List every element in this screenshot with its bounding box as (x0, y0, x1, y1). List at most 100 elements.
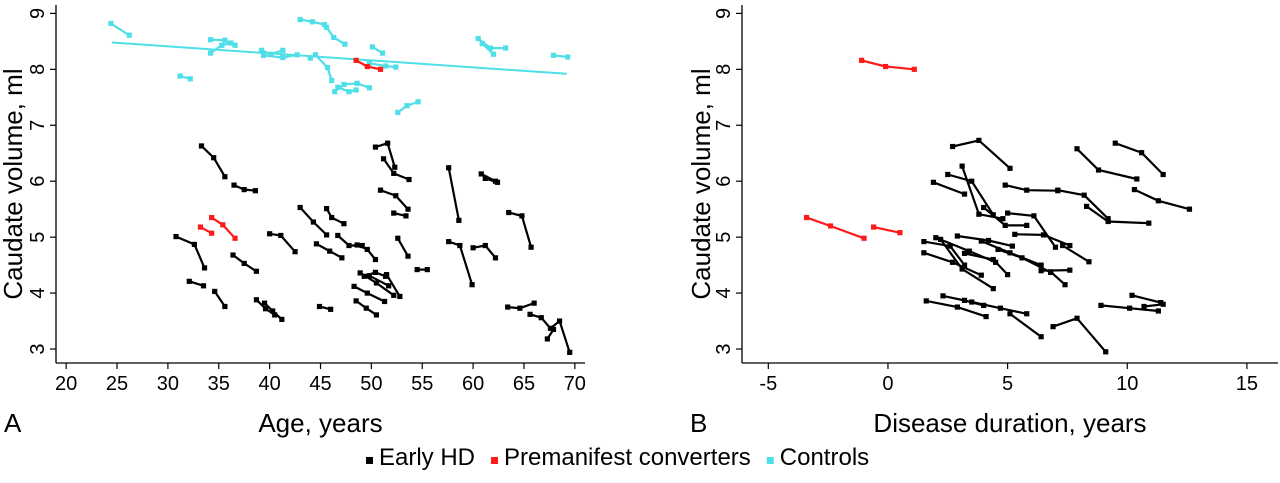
panel-a-premanifest-converters-subject-line (211, 216, 236, 240)
panel-a-controls-point (294, 52, 300, 58)
panel-a-early-hd-point (272, 312, 278, 318)
panel-a-controls-point (268, 51, 274, 57)
panel-a-early-hd-point (329, 214, 335, 221)
panel-b-premanifest-converters-point (804, 214, 810, 221)
panel-a-controls-point (108, 20, 114, 27)
panel-a-early-hd-point (364, 290, 370, 296)
panel-a-early-hd-point (316, 303, 323, 310)
panel-a-early-hd-point (222, 303, 228, 310)
panel-a-early-hd-subject-line (447, 167, 460, 221)
panel-b-premanifest-converters-point (827, 223, 834, 229)
panel-b-early-hd-point (978, 272, 984, 278)
panel-b-early-hd-point (961, 191, 968, 197)
panel-b-y-tick-label: 5 (713, 232, 735, 243)
panel-a-early-hd-point (341, 221, 347, 227)
panel-a-premanifest-converters-point (232, 235, 238, 241)
panel-a-early-hd-point (267, 231, 273, 237)
panel-b-early-hd-point (1007, 311, 1013, 317)
panel-b-early-hd-point (930, 179, 937, 185)
panel-a-controls-point (379, 50, 386, 56)
panel-a-controls-point (369, 44, 375, 50)
panel-b-early-hd-point (921, 250, 927, 256)
panel-b-x-tick-label: 0 (882, 373, 893, 395)
panel-b-early-hd-point (1074, 146, 1080, 152)
panel-a-controls-subject-line (369, 62, 396, 69)
panel-b-early-hd-point (1086, 259, 1092, 265)
panel-a-controls-point (325, 65, 331, 71)
panel-a-controls-point (232, 42, 238, 48)
legend-label-controls: Controls (780, 444, 869, 471)
panel-a-y-tick-label: 4 (27, 288, 49, 299)
panel-a-early-hd-point (372, 269, 379, 275)
panel-b-early-hd-point (1098, 302, 1104, 308)
panel-b-early-hd-subject-line (1085, 205, 1149, 225)
panel-a-early-hd-point (327, 248, 333, 254)
panel-a-early-hd-point (201, 265, 208, 271)
panel-b-early-hd-subject-line (1131, 294, 1162, 304)
panel-a-controls-point (395, 109, 401, 115)
panel-b-early-hd-subject-line (1041, 269, 1070, 272)
panel-b-premanifest-converters-point (861, 235, 867, 241)
panel-b-early-hd-point (1060, 242, 1066, 249)
panel-a-controls-point (487, 45, 493, 51)
panel-b-early-hd-point (959, 266, 965, 272)
panel-a-early-hd-point (270, 308, 276, 314)
panel-b-premanifest-converters-subject-line (806, 216, 865, 240)
panel-a-early-hd-point (392, 164, 398, 170)
panel-a-early-hd-point (198, 143, 205, 149)
panel-a-controls-point (219, 42, 225, 48)
panel-b-early-hd-point (1002, 182, 1008, 188)
panel-b-early-hd-subject-line (1004, 184, 1058, 192)
figure-legend: Early HD Premanifest converters Controls (366, 444, 869, 471)
panel-b-early-hd-point (990, 286, 996, 292)
panel-a-early-hd-point (391, 292, 397, 298)
panel-b-early-hd-point (990, 256, 996, 263)
panel-b-early-hd-point (1048, 269, 1054, 275)
panel-b-early-hd-subject-line (1076, 148, 1138, 181)
panel-b-early-hd-point (969, 299, 975, 305)
panel-a-early-hd-point (492, 255, 499, 261)
panel-b-early-hd-point (1012, 231, 1018, 237)
panel-a-controls-point (208, 50, 214, 56)
panel-b-early-hd-point (983, 313, 989, 320)
panel-b-early-hd-subject-line (1114, 142, 1164, 176)
panel-a-early-hd-point (212, 288, 218, 294)
panel-a-early-hd-point (328, 306, 334, 312)
panel-b-early-hd-point (1024, 222, 1030, 228)
panel-b-early-hd-point (1040, 232, 1047, 238)
panel-b-early-hd-point (1074, 315, 1080, 321)
panel-b-early-hd-subject-line (1062, 244, 1090, 263)
legend-label-early-hd: Early HD (379, 444, 475, 471)
panel-a-early-hd-point (494, 179, 501, 185)
panel-a-premanifest-converters-point (364, 63, 370, 70)
panel-a-early-hd-point (200, 283, 207, 289)
panel-a-early-hd-point (373, 280, 380, 286)
panel-a-early-hd-point (339, 255, 345, 261)
panel-a-controls-point (342, 41, 348, 47)
panel-a-controls-point (222, 37, 228, 43)
panel-b-early-hd-point (1160, 171, 1166, 178)
legend-swatch-controls (766, 457, 774, 464)
panel-a-controls-point (321, 21, 328, 28)
panel-a-early-hd-point (384, 272, 390, 278)
panel-a-controls-point (490, 51, 497, 57)
panel-b-premanifest-converters-point (911, 66, 917, 72)
panel-a-early-hd-point (363, 305, 369, 311)
panel-b-y-tick-label: 9 (713, 8, 735, 19)
panel-a-early-hd-point (241, 186, 247, 193)
panel-b-early-hd-point (1131, 186, 1138, 193)
panel-b-early-hd-point (954, 233, 960, 239)
panel-a-x-tick-label: 60 (462, 373, 484, 395)
panel-a-early-hd-point (230, 252, 236, 258)
panel-b-early-hd-point (1038, 268, 1044, 274)
panel-b-early-hd-point (1129, 292, 1135, 298)
panel-a-early-hd-point (391, 210, 397, 216)
panel-a-early-hd-point (346, 242, 352, 249)
panel-a-early-hd-point (556, 318, 563, 324)
legend-label-premanifest-converters: Premanifest converters (504, 444, 751, 471)
panel-b-early-hd-point (961, 250, 968, 256)
panel-a-early-hd-point (366, 273, 372, 279)
panel-a-early-hd-subject-line (200, 145, 226, 178)
panel-b-early-hd-point (1083, 203, 1090, 209)
